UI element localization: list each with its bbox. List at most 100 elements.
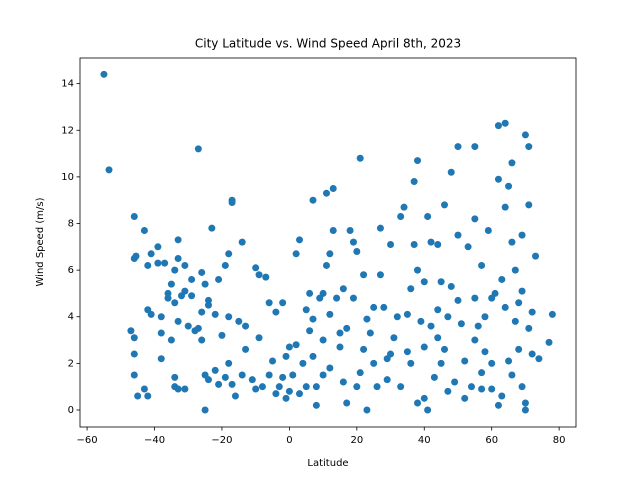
- point: [167, 336, 175, 344]
- point: [252, 385, 260, 393]
- point: [518, 383, 526, 391]
- x-axis-label: Latitude: [307, 458, 348, 469]
- point: [353, 247, 361, 255]
- point: [218, 331, 226, 339]
- point: [420, 343, 428, 351]
- point: [221, 261, 229, 269]
- x-tick-label: 20: [350, 435, 363, 446]
- point: [508, 238, 516, 246]
- point: [147, 310, 155, 318]
- x-tick-label: 80: [553, 435, 566, 446]
- point: [228, 380, 236, 388]
- point: [255, 334, 263, 342]
- point: [366, 329, 374, 337]
- point: [181, 287, 189, 295]
- point: [535, 355, 543, 363]
- point: [252, 264, 260, 272]
- point: [410, 178, 418, 186]
- point: [488, 359, 496, 367]
- point: [134, 392, 142, 400]
- point: [326, 310, 334, 318]
- point: [302, 306, 310, 314]
- point: [478, 261, 486, 269]
- point: [434, 334, 442, 342]
- point: [515, 299, 523, 307]
- point: [363, 406, 371, 414]
- point: [296, 236, 304, 244]
- point: [157, 313, 165, 321]
- point: [225, 250, 233, 258]
- point: [204, 376, 212, 384]
- point: [265, 299, 273, 307]
- point: [360, 271, 368, 279]
- point: [322, 189, 330, 197]
- point: [481, 348, 489, 356]
- point: [417, 317, 425, 325]
- point: [515, 345, 523, 353]
- point: [363, 315, 371, 323]
- point: [262, 273, 270, 281]
- point: [326, 364, 334, 372]
- point: [140, 226, 148, 234]
- point: [447, 282, 455, 290]
- point: [407, 285, 415, 293]
- point: [414, 266, 422, 274]
- point: [407, 359, 415, 367]
- point: [471, 143, 479, 151]
- point: [269, 357, 277, 365]
- point: [188, 275, 196, 283]
- point: [235, 317, 243, 325]
- point: [285, 387, 293, 395]
- point: [434, 240, 442, 248]
- point: [528, 350, 536, 358]
- point: [494, 122, 502, 130]
- point: [387, 350, 395, 358]
- point: [376, 271, 384, 279]
- point: [451, 378, 459, 386]
- point: [457, 320, 465, 328]
- point: [105, 166, 113, 174]
- point: [157, 355, 165, 363]
- point: [360, 345, 368, 353]
- point: [198, 268, 206, 276]
- point: [127, 327, 135, 335]
- point: [275, 383, 283, 391]
- point: [440, 201, 448, 209]
- point: [164, 294, 172, 302]
- point: [272, 390, 280, 398]
- point: [444, 387, 452, 395]
- y-tick-label: 14: [61, 79, 74, 90]
- point: [498, 275, 506, 283]
- point: [414, 399, 422, 407]
- point: [440, 345, 448, 353]
- point: [130, 371, 138, 379]
- point: [174, 236, 182, 244]
- point: [370, 303, 378, 311]
- point: [400, 203, 408, 211]
- point: [390, 334, 398, 342]
- point: [221, 373, 229, 381]
- point: [312, 383, 320, 391]
- point: [319, 371, 327, 379]
- point: [181, 261, 189, 269]
- axes-frame: [79, 57, 577, 428]
- point: [461, 357, 469, 365]
- point: [454, 231, 462, 239]
- x-tick-label: −20: [211, 435, 232, 446]
- point: [461, 394, 469, 402]
- point: [188, 292, 196, 300]
- point: [319, 336, 327, 344]
- point: [525, 143, 533, 151]
- y-tick-label: 2: [68, 358, 74, 369]
- point: [528, 308, 536, 316]
- point: [201, 280, 209, 288]
- point: [336, 329, 344, 337]
- y-tick-label: 12: [61, 125, 74, 136]
- point: [397, 213, 405, 221]
- y-tick-label: 0: [68, 405, 74, 416]
- point: [532, 252, 540, 260]
- point: [174, 385, 182, 393]
- point: [211, 366, 219, 374]
- point: [501, 303, 509, 311]
